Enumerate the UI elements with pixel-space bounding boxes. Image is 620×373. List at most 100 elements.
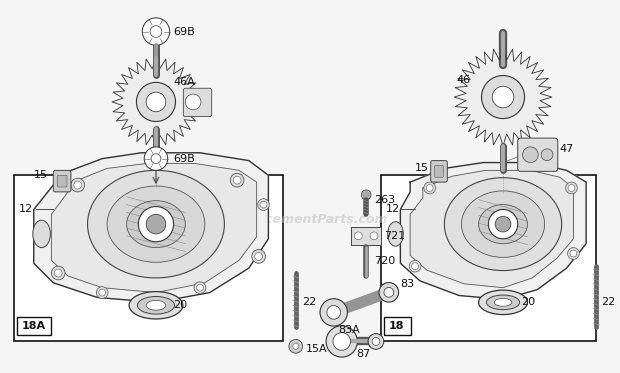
Circle shape <box>55 269 62 277</box>
FancyBboxPatch shape <box>53 170 71 192</box>
FancyBboxPatch shape <box>518 138 558 171</box>
Bar <box>352 227 381 245</box>
Circle shape <box>320 299 347 326</box>
Ellipse shape <box>146 300 166 310</box>
Circle shape <box>492 86 514 108</box>
Circle shape <box>194 282 206 294</box>
Text: 69B: 69B <box>174 26 195 37</box>
Polygon shape <box>112 58 200 146</box>
Polygon shape <box>454 48 552 146</box>
Polygon shape <box>401 163 586 300</box>
Ellipse shape <box>126 201 185 248</box>
Circle shape <box>233 176 241 184</box>
Bar <box>384 317 411 335</box>
Circle shape <box>541 149 553 161</box>
Text: 46: 46 <box>456 75 470 85</box>
Text: 69B: 69B <box>174 154 195 164</box>
Circle shape <box>289 339 303 353</box>
Text: 83A: 83A <box>339 325 360 335</box>
Circle shape <box>185 94 201 110</box>
Circle shape <box>146 92 166 112</box>
Circle shape <box>136 82 175 122</box>
Text: 15: 15 <box>33 170 48 180</box>
Text: 22: 22 <box>302 297 316 307</box>
Text: 12: 12 <box>386 204 400 214</box>
Text: 263: 263 <box>374 195 395 205</box>
Circle shape <box>489 210 518 239</box>
FancyBboxPatch shape <box>57 175 67 187</box>
Text: 83: 83 <box>401 279 415 289</box>
Circle shape <box>567 248 579 259</box>
Text: 20: 20 <box>521 297 535 307</box>
Circle shape <box>495 216 511 232</box>
Text: 15: 15 <box>415 163 429 173</box>
Text: 720: 720 <box>374 256 395 266</box>
Circle shape <box>146 214 166 234</box>
Text: 20: 20 <box>174 300 188 310</box>
Bar <box>17 317 51 335</box>
Bar <box>381 175 596 341</box>
Circle shape <box>372 338 380 345</box>
Circle shape <box>74 181 82 189</box>
Circle shape <box>327 305 340 319</box>
Circle shape <box>99 289 105 296</box>
Circle shape <box>258 199 269 210</box>
FancyBboxPatch shape <box>431 161 447 182</box>
Text: 47: 47 <box>560 144 574 154</box>
Circle shape <box>51 266 65 280</box>
Ellipse shape <box>33 220 50 248</box>
Text: 22: 22 <box>601 297 615 307</box>
FancyBboxPatch shape <box>435 166 443 177</box>
Text: 12: 12 <box>19 204 33 214</box>
Circle shape <box>568 185 575 191</box>
Ellipse shape <box>138 297 175 314</box>
Polygon shape <box>51 163 257 292</box>
Text: 721: 721 <box>384 231 405 241</box>
Circle shape <box>361 190 371 200</box>
Circle shape <box>427 185 433 191</box>
Ellipse shape <box>87 170 224 278</box>
Circle shape <box>570 250 577 257</box>
Polygon shape <box>410 170 574 288</box>
Text: 15A: 15A <box>306 344 327 354</box>
Bar <box>14 175 283 341</box>
Circle shape <box>379 282 399 302</box>
Circle shape <box>523 147 538 163</box>
Ellipse shape <box>129 292 183 319</box>
Circle shape <box>333 333 350 350</box>
Ellipse shape <box>487 295 520 310</box>
Circle shape <box>384 288 394 297</box>
Circle shape <box>326 326 357 357</box>
Circle shape <box>355 232 362 240</box>
Circle shape <box>142 18 170 45</box>
Circle shape <box>197 284 203 291</box>
Text: 87: 87 <box>356 349 371 359</box>
Circle shape <box>138 207 174 242</box>
Circle shape <box>150 26 162 37</box>
Circle shape <box>151 154 161 163</box>
Circle shape <box>96 287 108 298</box>
Text: 46A: 46A <box>174 77 195 87</box>
Ellipse shape <box>479 290 528 314</box>
Text: ReplacementParts.com: ReplacementParts.com <box>227 213 388 226</box>
Text: 18: 18 <box>389 321 404 331</box>
Circle shape <box>255 253 262 260</box>
Circle shape <box>230 173 244 187</box>
Circle shape <box>370 232 378 240</box>
Ellipse shape <box>494 298 512 306</box>
Circle shape <box>409 260 421 272</box>
Polygon shape <box>33 153 268 303</box>
Ellipse shape <box>107 186 205 262</box>
FancyBboxPatch shape <box>184 88 211 117</box>
Circle shape <box>260 201 267 208</box>
Circle shape <box>368 333 384 349</box>
Ellipse shape <box>479 204 528 244</box>
Ellipse shape <box>445 178 562 270</box>
Circle shape <box>252 250 265 263</box>
Circle shape <box>565 182 577 194</box>
Circle shape <box>482 76 525 119</box>
Circle shape <box>412 263 418 270</box>
Circle shape <box>144 147 167 170</box>
Circle shape <box>293 344 299 349</box>
Ellipse shape <box>388 222 404 246</box>
